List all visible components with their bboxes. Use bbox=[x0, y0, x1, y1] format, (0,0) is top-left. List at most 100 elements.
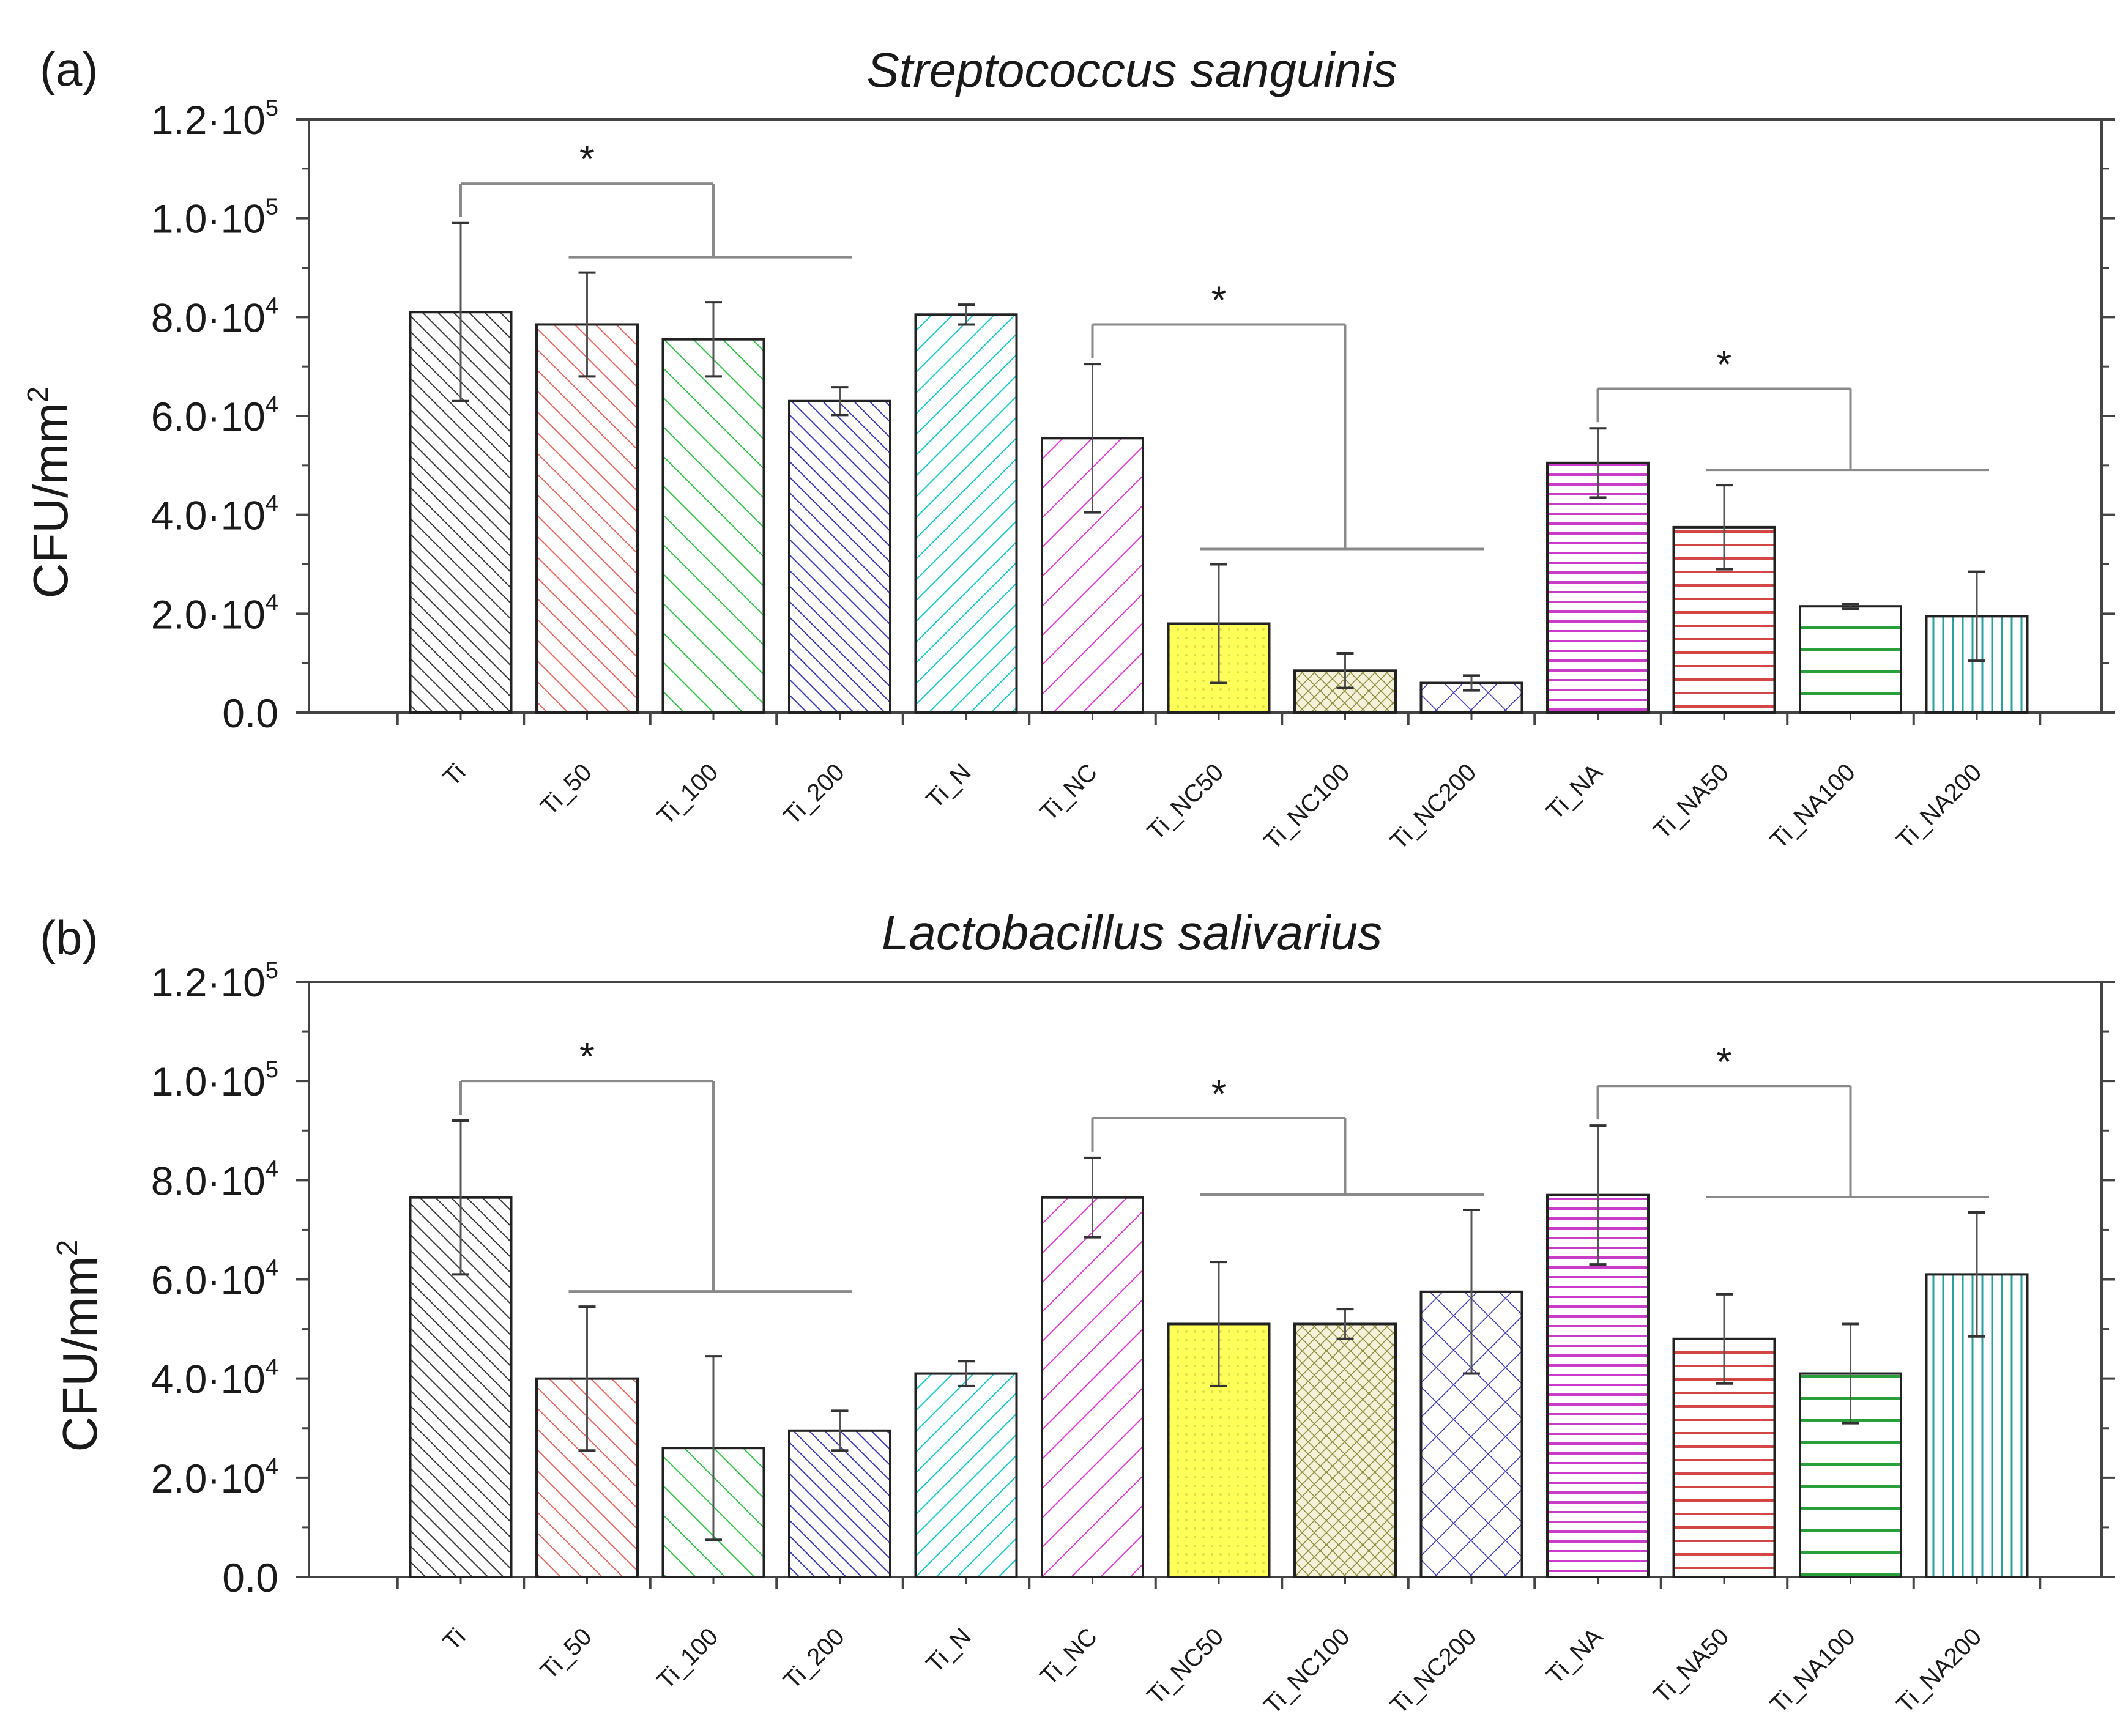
error-bar bbox=[831, 1409, 849, 1452]
y-tick-label: 8.0·104 bbox=[151, 1156, 278, 1203]
y-tick-label: 0.0 bbox=[222, 691, 278, 736]
panel-a-bars bbox=[409, 311, 2029, 714]
significance-bracket: * bbox=[1091, 278, 1484, 551]
x-tick-label: Ti_NC100 bbox=[1259, 1623, 1355, 1719]
error-bar bbox=[705, 1355, 722, 1541]
y-tick-label: 1.0·105 bbox=[151, 195, 278, 242]
panel-b-ylabel: CFU/mm2 bbox=[51, 1240, 107, 1452]
bar-pattern bbox=[789, 401, 890, 713]
bar-pattern bbox=[1295, 1324, 1396, 1577]
panel-a: (a) Streptococcus sanguinis CFU/mm2 0.0 2… bbox=[22, 42, 2115, 855]
bar-pattern bbox=[789, 1430, 890, 1577]
error-bar bbox=[1968, 1211, 1985, 1338]
error-bar bbox=[958, 1360, 975, 1387]
y-tick-label: 8.0·104 bbox=[151, 293, 278, 340]
panel-b-title: Lactobacillus salivarius bbox=[882, 905, 1382, 960]
significance-star: * bbox=[1717, 343, 1732, 387]
x-tick-label: Ti bbox=[438, 759, 471, 792]
x-tick-label: Ti_100 bbox=[652, 759, 724, 830]
x-tick-label: Ti_NC bbox=[1035, 1623, 1103, 1690]
panel-a-ylabel: CFU/mm2 bbox=[22, 387, 78, 599]
error-bar bbox=[1336, 652, 1354, 689]
x-tick-label: Ti_NC200 bbox=[1385, 1623, 1481, 1719]
x-tick-label: Ti_NA50 bbox=[1648, 1623, 1734, 1708]
panel-a-letter: (a) bbox=[40, 42, 98, 96]
x-tick-label: Ti_NA200 bbox=[1892, 759, 1987, 854]
error-bar bbox=[1210, 563, 1227, 684]
y-tick-label: 1.2·105 bbox=[151, 95, 278, 143]
error-bar bbox=[1463, 674, 1480, 692]
error-bar bbox=[831, 386, 849, 417]
x-tick-label: Ti_NA50 bbox=[1648, 759, 1734, 844]
bar-pattern bbox=[537, 324, 638, 713]
x-tick-label: Ti_NA100 bbox=[1765, 759, 1861, 854]
bar-pattern bbox=[915, 1373, 1017, 1577]
x-tick-label: Ti_200 bbox=[778, 759, 850, 830]
significance-star: * bbox=[1717, 1039, 1732, 1083]
y-tick-label: 4.0·104 bbox=[151, 491, 278, 538]
panel-a-error-bars bbox=[452, 221, 1985, 692]
x-tick-label: Ti_NA bbox=[1541, 1623, 1608, 1690]
error-bar bbox=[1589, 427, 1607, 499]
x-tick-label: Ti_50 bbox=[535, 1623, 597, 1685]
panel-a-title: Streptococcus sanguinis bbox=[866, 43, 1397, 97]
x-tick-label: Ti_NA200 bbox=[1892, 1623, 1987, 1718]
error-bar bbox=[958, 303, 975, 326]
panel-b-x-ticks: Ti Ti_50 Ti_100 Ti_200 Ti_N Ti_NC Ti_NC50 Ti_NC… bbox=[438, 1623, 1987, 1719]
error-bar bbox=[1589, 1124, 1607, 1266]
significance-star: * bbox=[1211, 278, 1227, 322]
panel-b-axis: 0.0 2.0·104 4.0·104 6.0·104 8.0·104 1.0·105 1.… bbox=[151, 958, 2115, 1600]
significance-bracket: * bbox=[459, 137, 852, 259]
x-tick-label: Ti_NC200 bbox=[1385, 759, 1481, 855]
significance-star: * bbox=[1211, 1072, 1227, 1116]
error-bar bbox=[1842, 1322, 1859, 1425]
error-bar bbox=[1210, 1261, 1227, 1387]
panel-a-axis: 0.0 2.0·104 4.0·104 6.0·104 8.0·104 1.0·105 1.… bbox=[151, 95, 2115, 736]
error-bar bbox=[705, 301, 722, 378]
panel-b-error-bars bbox=[452, 1119, 1985, 1541]
y-tick-label: 1.0·105 bbox=[151, 1057, 278, 1104]
y-tick-label: 6.0·104 bbox=[151, 1256, 278, 1303]
error-bar bbox=[1336, 1308, 1354, 1340]
error-bar bbox=[1842, 603, 1859, 610]
significance-bracket: * bbox=[1596, 343, 1989, 472]
error-bar bbox=[452, 221, 469, 402]
significance-bracket: * bbox=[459, 1034, 852, 1293]
y-tick-label: 6.0·104 bbox=[151, 392, 278, 439]
panel-b-significance: * * * bbox=[459, 1034, 1989, 1293]
panel-b-letter: (b) bbox=[40, 911, 98, 965]
bar-pattern bbox=[1042, 1197, 1143, 1577]
error-bar bbox=[1716, 484, 1733, 571]
significance-star: * bbox=[579, 1034, 595, 1078]
x-tick-label: Ti_NC50 bbox=[1142, 1623, 1229, 1710]
significance-star: * bbox=[579, 137, 595, 181]
x-tick-label: Ti_NA bbox=[1541, 759, 1608, 825]
x-tick-label: Ti_100 bbox=[652, 1623, 724, 1694]
x-tick-label: Ti_50 bbox=[535, 759, 597, 820]
error-bar bbox=[1716, 1293, 1733, 1385]
error-bar bbox=[1968, 570, 1985, 662]
y-tick-label: 4.0·104 bbox=[151, 1355, 278, 1402]
x-tick-label: Ti_N bbox=[921, 759, 976, 814]
x-tick-label: Ti_200 bbox=[778, 1623, 850, 1694]
error-bar bbox=[1084, 363, 1101, 514]
error-bar bbox=[452, 1119, 469, 1276]
error-bar bbox=[578, 271, 596, 378]
error-bar bbox=[578, 1305, 596, 1452]
y-tick-label: 0.0 bbox=[222, 1555, 278, 1600]
x-tick-label: Ti_N bbox=[921, 1623, 976, 1678]
x-tick-label: Ti_NC bbox=[1035, 759, 1103, 826]
bar-pattern bbox=[663, 339, 764, 713]
x-tick-label: Ti_NC100 bbox=[1259, 759, 1355, 855]
y-tick-label: 2.0·104 bbox=[151, 1454, 278, 1501]
bar-pattern bbox=[1547, 462, 1648, 713]
x-tick-label: Ti_NC50 bbox=[1142, 759, 1229, 845]
y-tick-label: 2.0·104 bbox=[151, 590, 278, 637]
significance-bracket: * bbox=[1596, 1039, 1989, 1199]
x-tick-label: Ti_NA100 bbox=[1765, 1623, 1861, 1718]
significance-bracket: * bbox=[1091, 1072, 1484, 1196]
error-bar bbox=[1084, 1156, 1101, 1239]
panel-a-significance: * * * bbox=[459, 137, 1989, 551]
